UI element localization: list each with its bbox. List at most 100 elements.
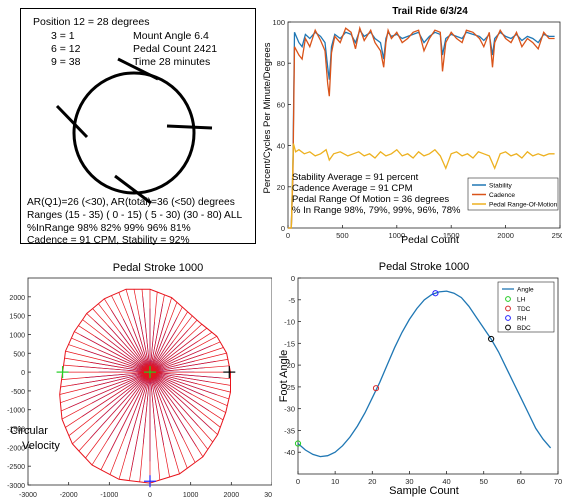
foot-xtick-label: 50 [480, 477, 488, 486]
polar-xtick-label: -2000 [60, 492, 78, 499]
polar-spoke-red [60, 371, 151, 404]
info-line-3: 3 = 1 [51, 30, 75, 42]
trail-annotation-stability: Stability Average = 91 percent [292, 172, 419, 183]
polar-spoke-red [149, 372, 170, 478]
polar-spoke-red [63, 364, 151, 373]
foot-ytick-label: -40 [284, 448, 295, 457]
trail-ride-title: Trail Ride 6/3/24 [392, 6, 468, 17]
polar-spoke-red [91, 371, 151, 466]
polar-ytick-label: -1000 [7, 408, 25, 415]
polar-spoke-red [149, 371, 226, 413]
foot-angle-line [297, 290, 552, 458]
crank-line-12 [117, 57, 159, 81]
foot-ytick-label: -15 [284, 339, 295, 348]
info-ar-line: AR(Q1)=26 (<30), AR(total)=36 (<50) degr… [27, 197, 235, 208]
polar-spoke-red [139, 372, 151, 482]
info-line-position: Position 12 = 28 degrees [33, 16, 149, 28]
foot-legend-box [497, 281, 555, 333]
polar-spoke-red [86, 313, 151, 373]
foot-legend-swatch-bdc [505, 324, 511, 331]
trail-series-line-pedal-range-of-motion [288, 143, 555, 229]
polar-spoke-red [149, 327, 208, 373]
trail-xtick-label: 1500 [443, 231, 460, 240]
polar-xtick-label: 0 [148, 492, 152, 499]
polar-spoke-red [72, 371, 151, 445]
polar-spoke-red [68, 344, 151, 373]
trail-annotation-inrange: % In Range 98%, 79%, 99%, 96%, 78% [292, 205, 461, 216]
trail-annotation-cadence: Cadence Average = 91 CPM [292, 183, 413, 194]
foot-ytick-label: -20 [284, 361, 295, 370]
polar-xtick-label: -1000 [100, 492, 118, 499]
polar-annotation-line1: Circular [10, 425, 48, 437]
foot-marker-lh [294, 440, 302, 447]
foot-ytick-label: -5 [288, 296, 295, 305]
foot-marker-rh [432, 290, 439, 297]
trail-xtick-label: 2500 [552, 231, 562, 240]
polar-annotation-line2: Velocity [22, 440, 60, 452]
polar-spoke-red [111, 295, 151, 373]
foot-ytick-label: -30 [284, 405, 295, 414]
polar-spoke-red [68, 371, 151, 436]
foot-angle-xlabel: Sample Count [389, 485, 459, 497]
polar-spoke-red [149, 294, 165, 373]
polar-ytick-label: -3000 [7, 483, 25, 490]
polar-spoke-red [149, 315, 193, 373]
info-panel: Position 12 = 28 degrees 3 = 1 Mount Ang… [20, 8, 256, 246]
polar-xtick-label: 3000 [264, 492, 272, 499]
polar-ytick-label: -1500 [7, 427, 25, 434]
polar-spoke-red [133, 289, 151, 373]
info-ranges-line: Ranges (15 - 35) ( 0 - 15) ( 5 - 30) (30… [27, 210, 242, 221]
polar-spoke-red [149, 341, 221, 373]
polar-spoke-red [65, 371, 151, 428]
pedal-stroke-polar-chart: Pedal Stroke 1000 -3000 -2000 -1000 0 1000 20… [7, 262, 272, 499]
trail-legend-label: Stability [489, 183, 513, 190]
polar-spoke-red [149, 352, 227, 373]
polar-spoke-red [65, 350, 151, 373]
trail-ytick-label: 20 [277, 183, 285, 192]
info-time: Time 28 minutes [133, 56, 210, 68]
foot-ytick-label: -35 [284, 426, 295, 435]
polar-ytick-label: -500 [11, 389, 25, 396]
polar-spoke-red [149, 371, 224, 421]
foot-legend-label: TDC [517, 306, 531, 313]
polar-spoke-red [149, 371, 218, 435]
polar-spoke-red [149, 371, 196, 463]
foot-legend-swatch-lh [505, 296, 511, 302]
polar-spoke-red [149, 311, 188, 373]
polar-spoke-red [149, 371, 231, 380]
polar-spoke-red [149, 335, 218, 373]
polar-xtick-label: 1000 [183, 492, 199, 499]
foot-xtick-label: 40 [442, 477, 450, 486]
polar-ytick-label: -2500 [7, 464, 25, 471]
crank-line-9 [55, 104, 89, 139]
polar-spoke-red [149, 365, 230, 373]
polar-spoke-red [149, 372, 161, 481]
polar-spoke-red [78, 325, 151, 373]
polar-spoke-red [149, 371, 230, 400]
polar-spoke-red [78, 371, 151, 452]
polar-spoke-red [149, 371, 204, 457]
foot-ytick-label: -10 [284, 318, 295, 327]
polar-title: Pedal Stroke 1000 [113, 262, 204, 274]
polar-spoke-red [82, 319, 151, 373]
polar-spoke-red [64, 357, 151, 373]
polar-spoke-red [118, 371, 151, 480]
polar-ytick-label: -2000 [7, 445, 25, 452]
foot-legend-swatch-rh [505, 315, 511, 321]
polar-spoke-red [149, 302, 178, 373]
foot-legend-label: BDC [517, 325, 531, 332]
info-panel-svg: Position 12 = 28 degrees 3 = 1 Mount Ang… [27, 16, 242, 246]
trail-legend-label: Cadence [489, 192, 515, 199]
polar-spoke-red [125, 289, 151, 373]
trail-series-line-cadence [288, 25, 555, 229]
polar-spoke-red [109, 371, 151, 475]
trail-ytick-label: 0 [281, 224, 285, 233]
polar-spoke-red [149, 306, 183, 373]
polar-spoke-red [59, 371, 151, 395]
polar-spoke-red [149, 371, 228, 407]
info-inrange-line: %InRange 98% 82% 99% 96% 81% [27, 223, 191, 234]
info-line-6: 6 = 12 [51, 43, 81, 55]
polar-spoke-red [149, 319, 198, 373]
polar-spoke-red [74, 331, 151, 373]
polar-xtick-label: 2000 [224, 492, 240, 499]
